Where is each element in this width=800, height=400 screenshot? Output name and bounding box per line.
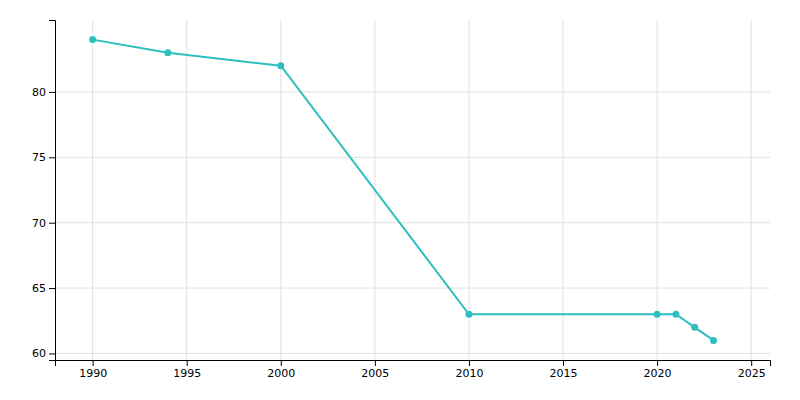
y-tick: 65: [32, 282, 55, 295]
line: [93, 40, 714, 341]
grid-line-x: [468, 20, 469, 360]
grid-line-x: [92, 20, 93, 360]
x-tick-label: 1990: [79, 367, 107, 380]
x-tick: 1995: [173, 360, 201, 380]
plot-area: 1990 1995 2000 2005 2010 2015 2020 2025 60 65 70 75…: [32, 20, 771, 380]
x-tick-mark: [93, 360, 94, 366]
x-tick: 1990: [79, 360, 107, 380]
x-axis-line: [56, 361, 771, 367]
point: [164, 49, 171, 56]
x-tick-mark: [751, 360, 752, 366]
point: [89, 36, 96, 43]
x-tick-label: 2020: [644, 367, 672, 380]
point: [277, 62, 284, 69]
marks: [89, 36, 717, 344]
x-tick: 2010: [455, 360, 483, 380]
x-tick-mark: [563, 360, 564, 366]
x-tick-mark: [469, 360, 470, 366]
chart-svg: 1990 1995 2000 2005 2010 2015 2020 2025 60 65 70 75…: [0, 0, 800, 400]
point: [691, 324, 698, 331]
y-tick-mark: [49, 157, 55, 158]
y-tick: 75: [32, 151, 55, 164]
x-tick-mark: [657, 360, 658, 366]
y-axis-line: [49, 21, 56, 361]
grid-line-y: [55, 222, 770, 223]
x-tick: 2015: [550, 360, 578, 380]
y-tick-mark: [49, 288, 55, 289]
point: [672, 311, 679, 318]
point: [654, 311, 661, 318]
grid-line-x: [751, 20, 752, 360]
grid-line-y: [55, 157, 770, 158]
grid-line-x: [563, 20, 564, 360]
grid-line-y: [55, 288, 770, 289]
y-tick: 70: [32, 217, 55, 230]
y-tick-mark: [49, 223, 55, 224]
grid-line-x: [280, 20, 281, 360]
y-axis: 60 65 70 75 80: [32, 21, 56, 361]
x-tick: 2000: [267, 360, 295, 380]
y-tick-label: 75: [32, 151, 46, 164]
point: [710, 337, 717, 344]
x-tick: 2005: [361, 360, 389, 380]
grid-line-x: [657, 20, 658, 360]
y-tick-label: 80: [32, 86, 46, 99]
y-tick-mark: [49, 92, 55, 93]
x-tick-label: 2010: [455, 367, 483, 380]
point: [465, 311, 472, 318]
grid-line-y: [55, 353, 770, 354]
grid-line-x: [186, 20, 187, 360]
x-axis: 1990 1995 2000 2005 2010 2015 2020 2025: [56, 360, 771, 380]
x-tick-mark: [281, 360, 282, 366]
y-tick-label: 70: [32, 217, 46, 230]
x-tick-mark: [375, 360, 376, 366]
x-tick-label: 2005: [361, 367, 389, 380]
y-tick-mark: [49, 353, 55, 354]
x-tick-label: 2000: [267, 367, 295, 380]
y-tick-label: 65: [32, 282, 46, 295]
x-tick: 2020: [644, 360, 672, 380]
y-tick: 60: [32, 347, 55, 360]
x-tick-label: 2025: [738, 367, 766, 380]
x-tick: 2025: [738, 360, 766, 380]
y-tick: 80: [32, 86, 55, 99]
grid: [55, 20, 770, 360]
x-tick-label: 1995: [173, 367, 201, 380]
x-tick-mark: [187, 360, 188, 366]
y-tick-label: 60: [32, 347, 46, 360]
x-tick-label: 2015: [550, 367, 578, 380]
grid-line-y: [55, 91, 770, 92]
